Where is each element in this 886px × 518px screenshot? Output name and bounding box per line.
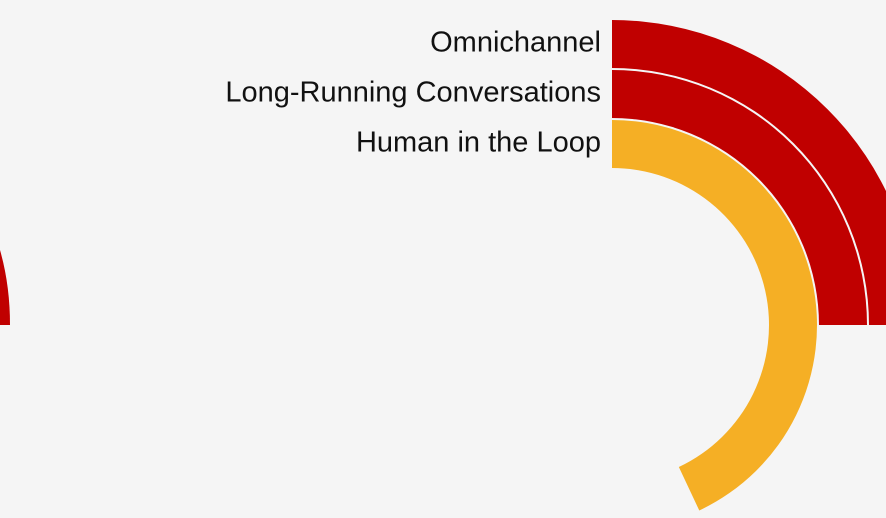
decorative-arc	[0, 250, 10, 325]
category-label: Human in the Loop	[356, 127, 601, 159]
category-label: Omnichannel	[430, 27, 601, 59]
radial-bar	[612, 70, 867, 325]
category-label: Long-Running Conversations	[225, 77, 601, 109]
radial-bar	[612, 120, 817, 511]
radial-bar	[612, 20, 886, 325]
